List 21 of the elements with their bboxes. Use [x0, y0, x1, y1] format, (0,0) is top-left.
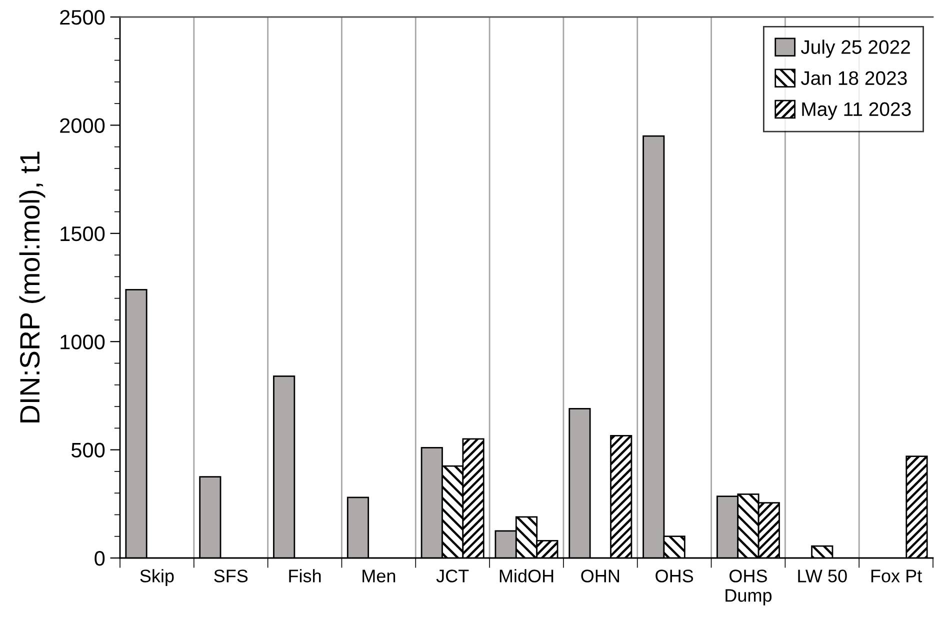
legend-label: Jan 18 2023 — [800, 71, 907, 86]
x-tick-label: LW 50 — [798, 570, 847, 582]
y-tick-label: 1500 — [60, 226, 105, 242]
x-tick-label: Men — [362, 570, 396, 582]
y-axis-title: DIN:SRP (mol:mol), t1 — [19, 152, 46, 422]
y-tick-label: 2500 — [60, 10, 105, 25]
y-tick-label: 2000 — [60, 118, 105, 133]
legend-label: July 25 2022 — [800, 40, 910, 58]
x-tick-label: MidOH — [500, 569, 554, 582]
y-tick-label: 1000 — [60, 334, 105, 350]
y-tick-label: 0 — [94, 551, 105, 566]
x-tick-label: Skip — [140, 569, 174, 586]
x-tick-label: OHS Dump — [726, 570, 772, 606]
x-tick-label: Fox Pt — [871, 570, 922, 582]
y-tick-label: 500 — [71, 442, 105, 458]
x-tick-label: JCT — [436, 570, 469, 582]
x-tick-label: OHN — [581, 570, 619, 582]
x-tick-label: OHS — [656, 570, 694, 582]
x-tick-label: SFS — [214, 570, 248, 582]
x-tick-label: Fish — [289, 569, 321, 582]
legend-label: May 11 2023 — [802, 102, 911, 120]
